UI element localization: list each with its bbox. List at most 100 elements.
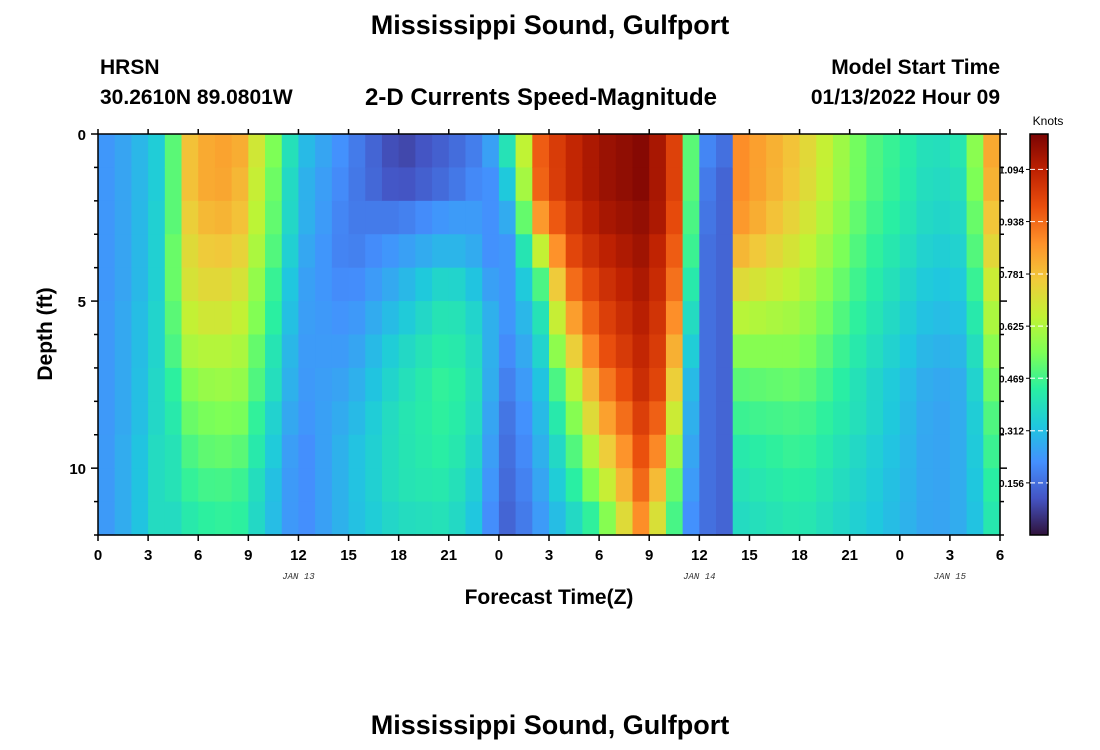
heatmap-cell [632,501,650,536]
heatmap-cell [599,200,617,235]
heatmap-cell [582,401,600,436]
heatmap-cell [381,434,400,469]
heatmap-cell [933,234,951,269]
heatmap-cell [315,468,333,503]
heatmap-cell [498,167,517,202]
heatmap-cell [498,468,517,503]
heatmap-cell [315,234,333,269]
heatmap-cell [916,234,934,269]
heatmap-cell [549,301,567,336]
heatmap-cell [682,234,700,269]
heatmap-cell [248,167,266,202]
heatmap-cell [582,234,600,269]
heatmap-cell [632,267,650,302]
heatmap-cell [131,234,149,269]
heatmap-cell [315,334,333,369]
heatmap-cell [599,468,617,503]
heatmap-cell [732,134,751,169]
heatmap-cell [365,501,383,536]
heatmap-cell [515,334,533,369]
heatmap-cell [432,167,450,202]
heatmap-cell [131,267,149,302]
heatmap-cell [899,301,918,336]
heatmap-cell [933,267,951,302]
heatmap-cell [682,301,700,336]
heatmap-cell [832,267,851,302]
heatmap-cell [832,334,851,369]
heatmap-cell [331,501,350,536]
heatmap-cell [549,401,567,436]
heatmap-cell [949,434,968,469]
heatmap-cell [198,501,216,536]
heatmap-cell [799,200,817,235]
heatmap-cell [883,167,901,202]
heatmap-cell [415,367,433,402]
x-tick-label: 15 [741,547,758,564]
heatmap-cell [148,434,166,469]
heatmap-cell [866,301,884,336]
heatmap-cell [866,267,884,302]
heatmap-cell [131,334,149,369]
heatmap-cell [465,334,483,369]
heatmap-cell [916,167,934,202]
heatmap-cell [181,134,199,169]
heatmap-cell [532,468,550,503]
heatmap-cell [415,434,433,469]
heatmap-cell [432,367,450,402]
heatmap-cell [532,401,550,436]
heatmap-cell [766,501,784,536]
heatmap-cell [381,200,400,235]
heatmap-cell [949,267,968,302]
heatmap-cell [448,334,467,369]
heatmap-cell [482,367,500,402]
heatmap-cell [131,301,149,336]
heatmap-cell [582,301,600,336]
x-tick-label: 0 [495,547,503,564]
heatmap-cell [632,134,650,169]
heatmap-cell [365,200,383,235]
heatmap-cell [398,267,416,302]
heatmap-cell [599,234,617,269]
heatmap-cell [465,301,483,336]
heatmap-cell [866,367,884,402]
heatmap-cell [665,267,684,302]
heatmap-cell [615,501,634,536]
heatmap-cell [699,468,717,503]
heatmap-cell [649,167,667,202]
heatmap-cell [432,334,450,369]
heatmap-cell [214,468,233,503]
heatmap-cell [665,234,684,269]
heatmap-cell [966,200,984,235]
colorbar-tick-label: 0.781 [999,270,1024,281]
heatmap-cell [114,434,132,469]
x-tick-label: 18 [390,547,407,564]
heatmap-cell [515,401,533,436]
heatmap-cell [281,200,300,235]
heatmap-cell [348,134,366,169]
heatmap-cell [749,134,767,169]
heatmap-cell [832,234,851,269]
heatmap-cell [866,401,884,436]
heatmap-cell [532,134,550,169]
heatmap-cell [849,334,867,369]
heatmap-cell [899,200,918,235]
heatmap-cell [632,234,650,269]
heatmap-cell [832,167,851,202]
heatmap-cell [615,434,634,469]
heatmap-cell [649,267,667,302]
heatmap-cell [665,200,684,235]
heatmap-cell [649,134,667,169]
heatmap-cell [816,167,834,202]
heatmap-cell [732,401,751,436]
colorbar-gradient [1029,133,1049,536]
heatmap-cell [482,501,500,536]
heatmap-cell [498,367,517,402]
heatmap-cell [849,501,867,536]
heatmap-cell [331,167,350,202]
heatmap-cell [482,167,500,202]
heatmap-cell [365,167,383,202]
heatmap-cell [916,267,934,302]
heatmap-cell [98,301,116,336]
heatmap-cell [632,401,650,436]
